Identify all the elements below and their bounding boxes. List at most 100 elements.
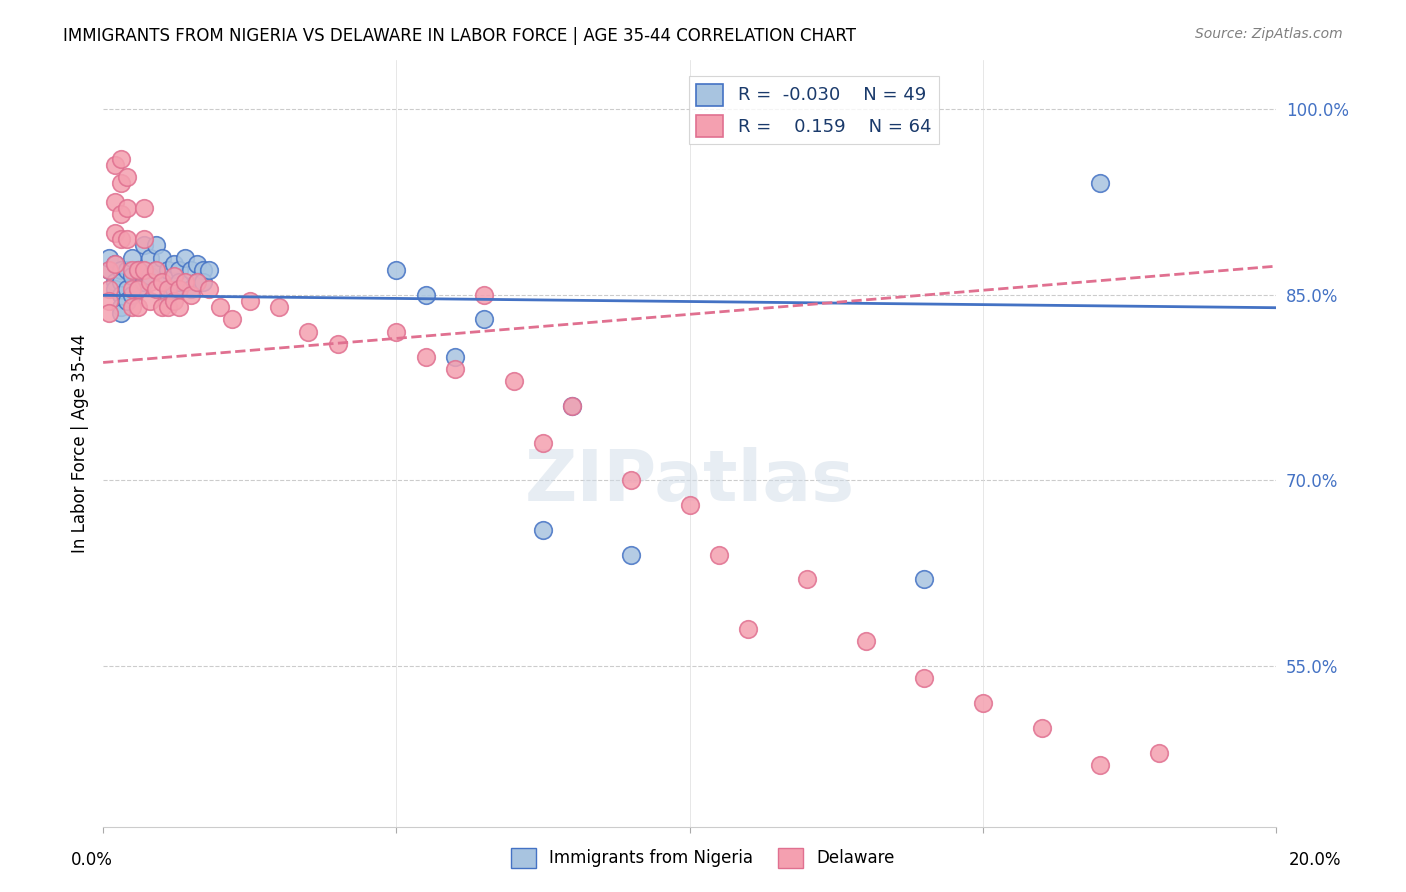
Point (855, 634, 877, 648)
Point (912, 572, 935, 586)
Point (121, 281, 143, 295)
Point (531, 523, 554, 537)
Point (796, 572, 818, 586)
Legend: Immigrants from Nigeria, Delaware: Immigrants from Nigeria, Delaware (505, 841, 901, 875)
Point (110, 287, 132, 301)
Point (110, 207, 132, 221)
Point (156, 287, 179, 301)
Point (162, 269, 184, 284)
Point (326, 337, 349, 351)
Point (150, 251, 173, 265)
Point (98, 281, 121, 295)
Point (127, 281, 149, 295)
Point (385, 263, 408, 277)
Point (444, 350, 467, 364)
Point (134, 201, 156, 215)
Point (98, 263, 121, 277)
Point (121, 251, 143, 265)
Point (267, 300, 290, 314)
Point (197, 281, 219, 295)
Point (104, 276, 127, 290)
Point (134, 232, 156, 246)
Point (150, 276, 173, 290)
Point (169, 281, 191, 295)
Point (209, 300, 232, 314)
Point (197, 263, 219, 277)
Point (127, 300, 149, 314)
Point (98, 263, 121, 277)
Point (134, 238, 156, 252)
Point (191, 276, 214, 290)
Point (110, 177, 132, 191)
Point (98, 293, 121, 308)
Point (156, 263, 179, 277)
Point (121, 287, 143, 301)
Point (707, 548, 730, 562)
Point (174, 276, 197, 290)
Point (180, 287, 202, 301)
Point (561, 399, 583, 413)
Point (912, 671, 935, 685)
Point (191, 263, 214, 277)
Text: 0.0%: 0.0% (70, 851, 112, 869)
Point (139, 251, 162, 265)
Point (415, 350, 437, 364)
Point (162, 257, 184, 271)
Point (1088, 758, 1111, 772)
Point (115, 293, 138, 308)
Point (1147, 746, 1170, 760)
Point (186, 276, 208, 290)
Point (620, 548, 643, 562)
Point (156, 300, 179, 314)
Text: Source: ZipAtlas.com: Source: ZipAtlas.com (1195, 27, 1343, 41)
Point (150, 300, 173, 314)
Point (110, 152, 132, 166)
Point (104, 257, 127, 271)
Point (104, 194, 127, 209)
Point (472, 287, 495, 301)
Point (121, 300, 143, 314)
Point (139, 269, 162, 284)
Point (561, 399, 583, 413)
Point (186, 276, 208, 290)
Text: 20.0%: 20.0% (1288, 851, 1341, 869)
Point (110, 263, 132, 277)
Point (121, 263, 143, 277)
Point (98, 306, 121, 320)
Point (385, 325, 408, 339)
Point (145, 263, 167, 277)
Point (110, 300, 132, 314)
Point (115, 263, 138, 277)
Point (502, 375, 524, 389)
Point (174, 251, 197, 265)
Point (127, 263, 149, 277)
Point (104, 158, 127, 172)
Point (678, 498, 700, 512)
Point (472, 312, 495, 326)
Point (145, 281, 167, 295)
Point (121, 269, 143, 284)
Point (221, 312, 243, 326)
Point (186, 257, 208, 271)
Point (110, 232, 132, 246)
Text: ZIPatlas: ZIPatlas (524, 447, 855, 516)
Point (145, 238, 167, 252)
Point (162, 293, 184, 308)
Point (104, 257, 127, 271)
Point (737, 622, 759, 636)
Point (444, 362, 467, 376)
Point (415, 287, 437, 301)
Point (1031, 721, 1053, 735)
Point (150, 276, 173, 290)
Point (98, 251, 121, 265)
Point (134, 276, 156, 290)
Point (134, 263, 156, 277)
Point (115, 232, 138, 246)
Point (1088, 177, 1111, 191)
Point (104, 281, 127, 295)
Point (115, 201, 138, 215)
Point (180, 281, 202, 295)
Point (110, 306, 132, 320)
Text: IMMIGRANTS FROM NIGERIA VS DELAWARE IN LABOR FORCE | AGE 35-44 CORRELATION CHART: IMMIGRANTS FROM NIGERIA VS DELAWARE IN L… (63, 27, 856, 45)
Point (162, 281, 184, 295)
